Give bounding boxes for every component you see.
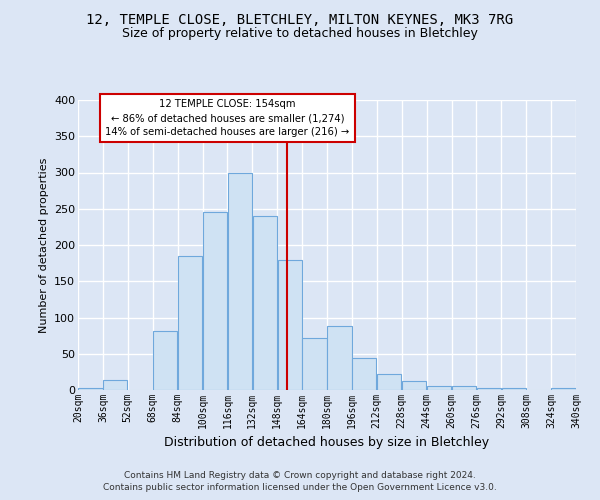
Bar (253, 216, 277, 390)
Bar (352, 358, 376, 390)
Bar (452, 386, 476, 390)
Bar (228, 172, 252, 390)
Text: 12, TEMPLE CLOSE, BLETCHLEY, MILTON KEYNES, MK3 7RG: 12, TEMPLE CLOSE, BLETCHLEY, MILTON KEYN… (86, 12, 514, 26)
Text: 12 TEMPLE CLOSE: 154sqm
← 86% of detached houses are smaller (1,274)
14% of semi: 12 TEMPLE CLOSE: 154sqm ← 86% of detache… (105, 99, 350, 137)
Bar (477, 388, 501, 390)
X-axis label: Distribution of detached houses by size in Bletchley: Distribution of detached houses by size … (164, 436, 490, 450)
Bar (402, 382, 426, 390)
Text: Contains public sector information licensed under the Open Government Licence v3: Contains public sector information licen… (103, 484, 497, 492)
Bar (153, 330, 177, 390)
Bar (103, 380, 127, 390)
Text: Contains HM Land Registry data © Crown copyright and database right 2024.: Contains HM Land Registry data © Crown c… (124, 471, 476, 480)
Bar (551, 388, 575, 390)
Text: Size of property relative to detached houses in Bletchley: Size of property relative to detached ho… (122, 28, 478, 40)
Y-axis label: Number of detached properties: Number of detached properties (38, 158, 49, 332)
Bar (203, 212, 227, 390)
Bar (427, 386, 451, 390)
Bar (502, 388, 526, 390)
Bar (328, 326, 352, 390)
Bar (79, 388, 103, 390)
Bar (302, 338, 326, 390)
Bar (178, 256, 202, 390)
Bar (278, 260, 302, 390)
Bar (377, 374, 401, 390)
